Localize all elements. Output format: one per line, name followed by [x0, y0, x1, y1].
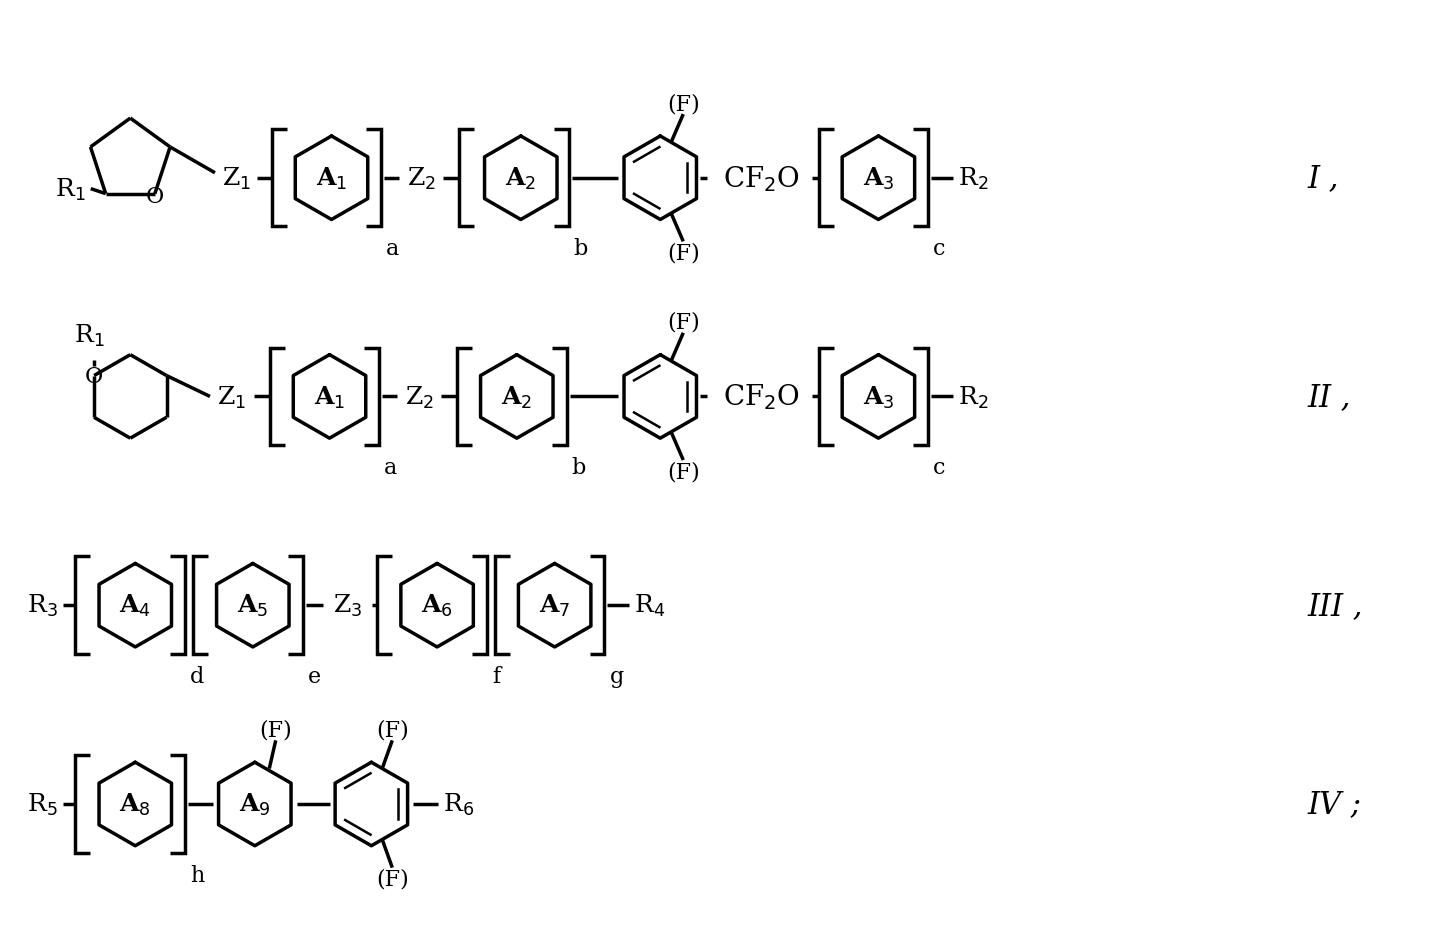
Text: A$_5$: A$_5$: [237, 592, 268, 619]
Text: (F): (F): [667, 312, 699, 333]
Text: A$_7$: A$_7$: [538, 592, 570, 619]
Text: (F): (F): [667, 461, 699, 483]
Text: b: b: [573, 238, 588, 260]
Text: h: h: [190, 864, 205, 885]
Text: Z$_1$: Z$_1$: [222, 166, 251, 192]
Text: R$_3$: R$_3$: [26, 592, 58, 619]
Text: R$_1$: R$_1$: [74, 322, 104, 348]
Text: R$_4$: R$_4$: [634, 592, 666, 619]
Text: f: f: [492, 665, 501, 687]
Text: c: c: [933, 457, 946, 478]
Text: R$_6$: R$_6$: [443, 791, 474, 817]
Text: (F): (F): [376, 868, 409, 889]
Text: A$_1$: A$_1$: [316, 166, 347, 192]
Text: b: b: [572, 457, 586, 478]
Text: a: a: [385, 457, 398, 478]
Text: A$_9$: A$_9$: [239, 791, 271, 817]
Text: d: d: [190, 665, 205, 687]
Text: A$_8$: A$_8$: [119, 791, 151, 817]
Text: R$_2$: R$_2$: [958, 166, 988, 192]
Text: A$_1$: A$_1$: [313, 384, 345, 410]
Text: IV ;: IV ;: [1307, 789, 1361, 820]
Text: e: e: [308, 665, 321, 687]
Text: R$_2$: R$_2$: [958, 384, 988, 410]
Text: I ,: I ,: [1307, 163, 1339, 194]
Text: II ,: II ,: [1307, 382, 1351, 413]
Text: (F): (F): [376, 719, 409, 740]
Text: (F): (F): [667, 242, 699, 264]
Text: Z$_2$: Z$_2$: [405, 384, 434, 410]
Text: CF$_2$O: CF$_2$O: [724, 382, 801, 412]
Text: A$_3$: A$_3$: [863, 384, 894, 410]
Text: c: c: [933, 238, 946, 260]
Text: CF$_2$O: CF$_2$O: [724, 164, 801, 194]
Text: R$_5$: R$_5$: [28, 791, 58, 817]
Text: (F): (F): [260, 719, 292, 740]
Text: A$_3$: A$_3$: [863, 166, 894, 192]
Text: O: O: [145, 185, 164, 208]
Text: III ,: III ,: [1307, 590, 1364, 621]
Text: Z$_2$: Z$_2$: [406, 166, 435, 192]
Text: A$_6$: A$_6$: [421, 592, 453, 619]
Text: R$_1$: R$_1$: [55, 176, 86, 202]
Text: Z$_3$: Z$_3$: [332, 592, 363, 619]
Text: a: a: [386, 238, 399, 260]
Text: A$_2$: A$_2$: [501, 384, 533, 410]
Text: O: O: [86, 365, 103, 388]
Text: A$_2$: A$_2$: [505, 166, 537, 192]
Text: g: g: [609, 665, 624, 687]
Text: Z$_1$: Z$_1$: [218, 384, 247, 410]
Text: A$_4$: A$_4$: [119, 592, 151, 619]
Text: (F): (F): [667, 93, 699, 115]
